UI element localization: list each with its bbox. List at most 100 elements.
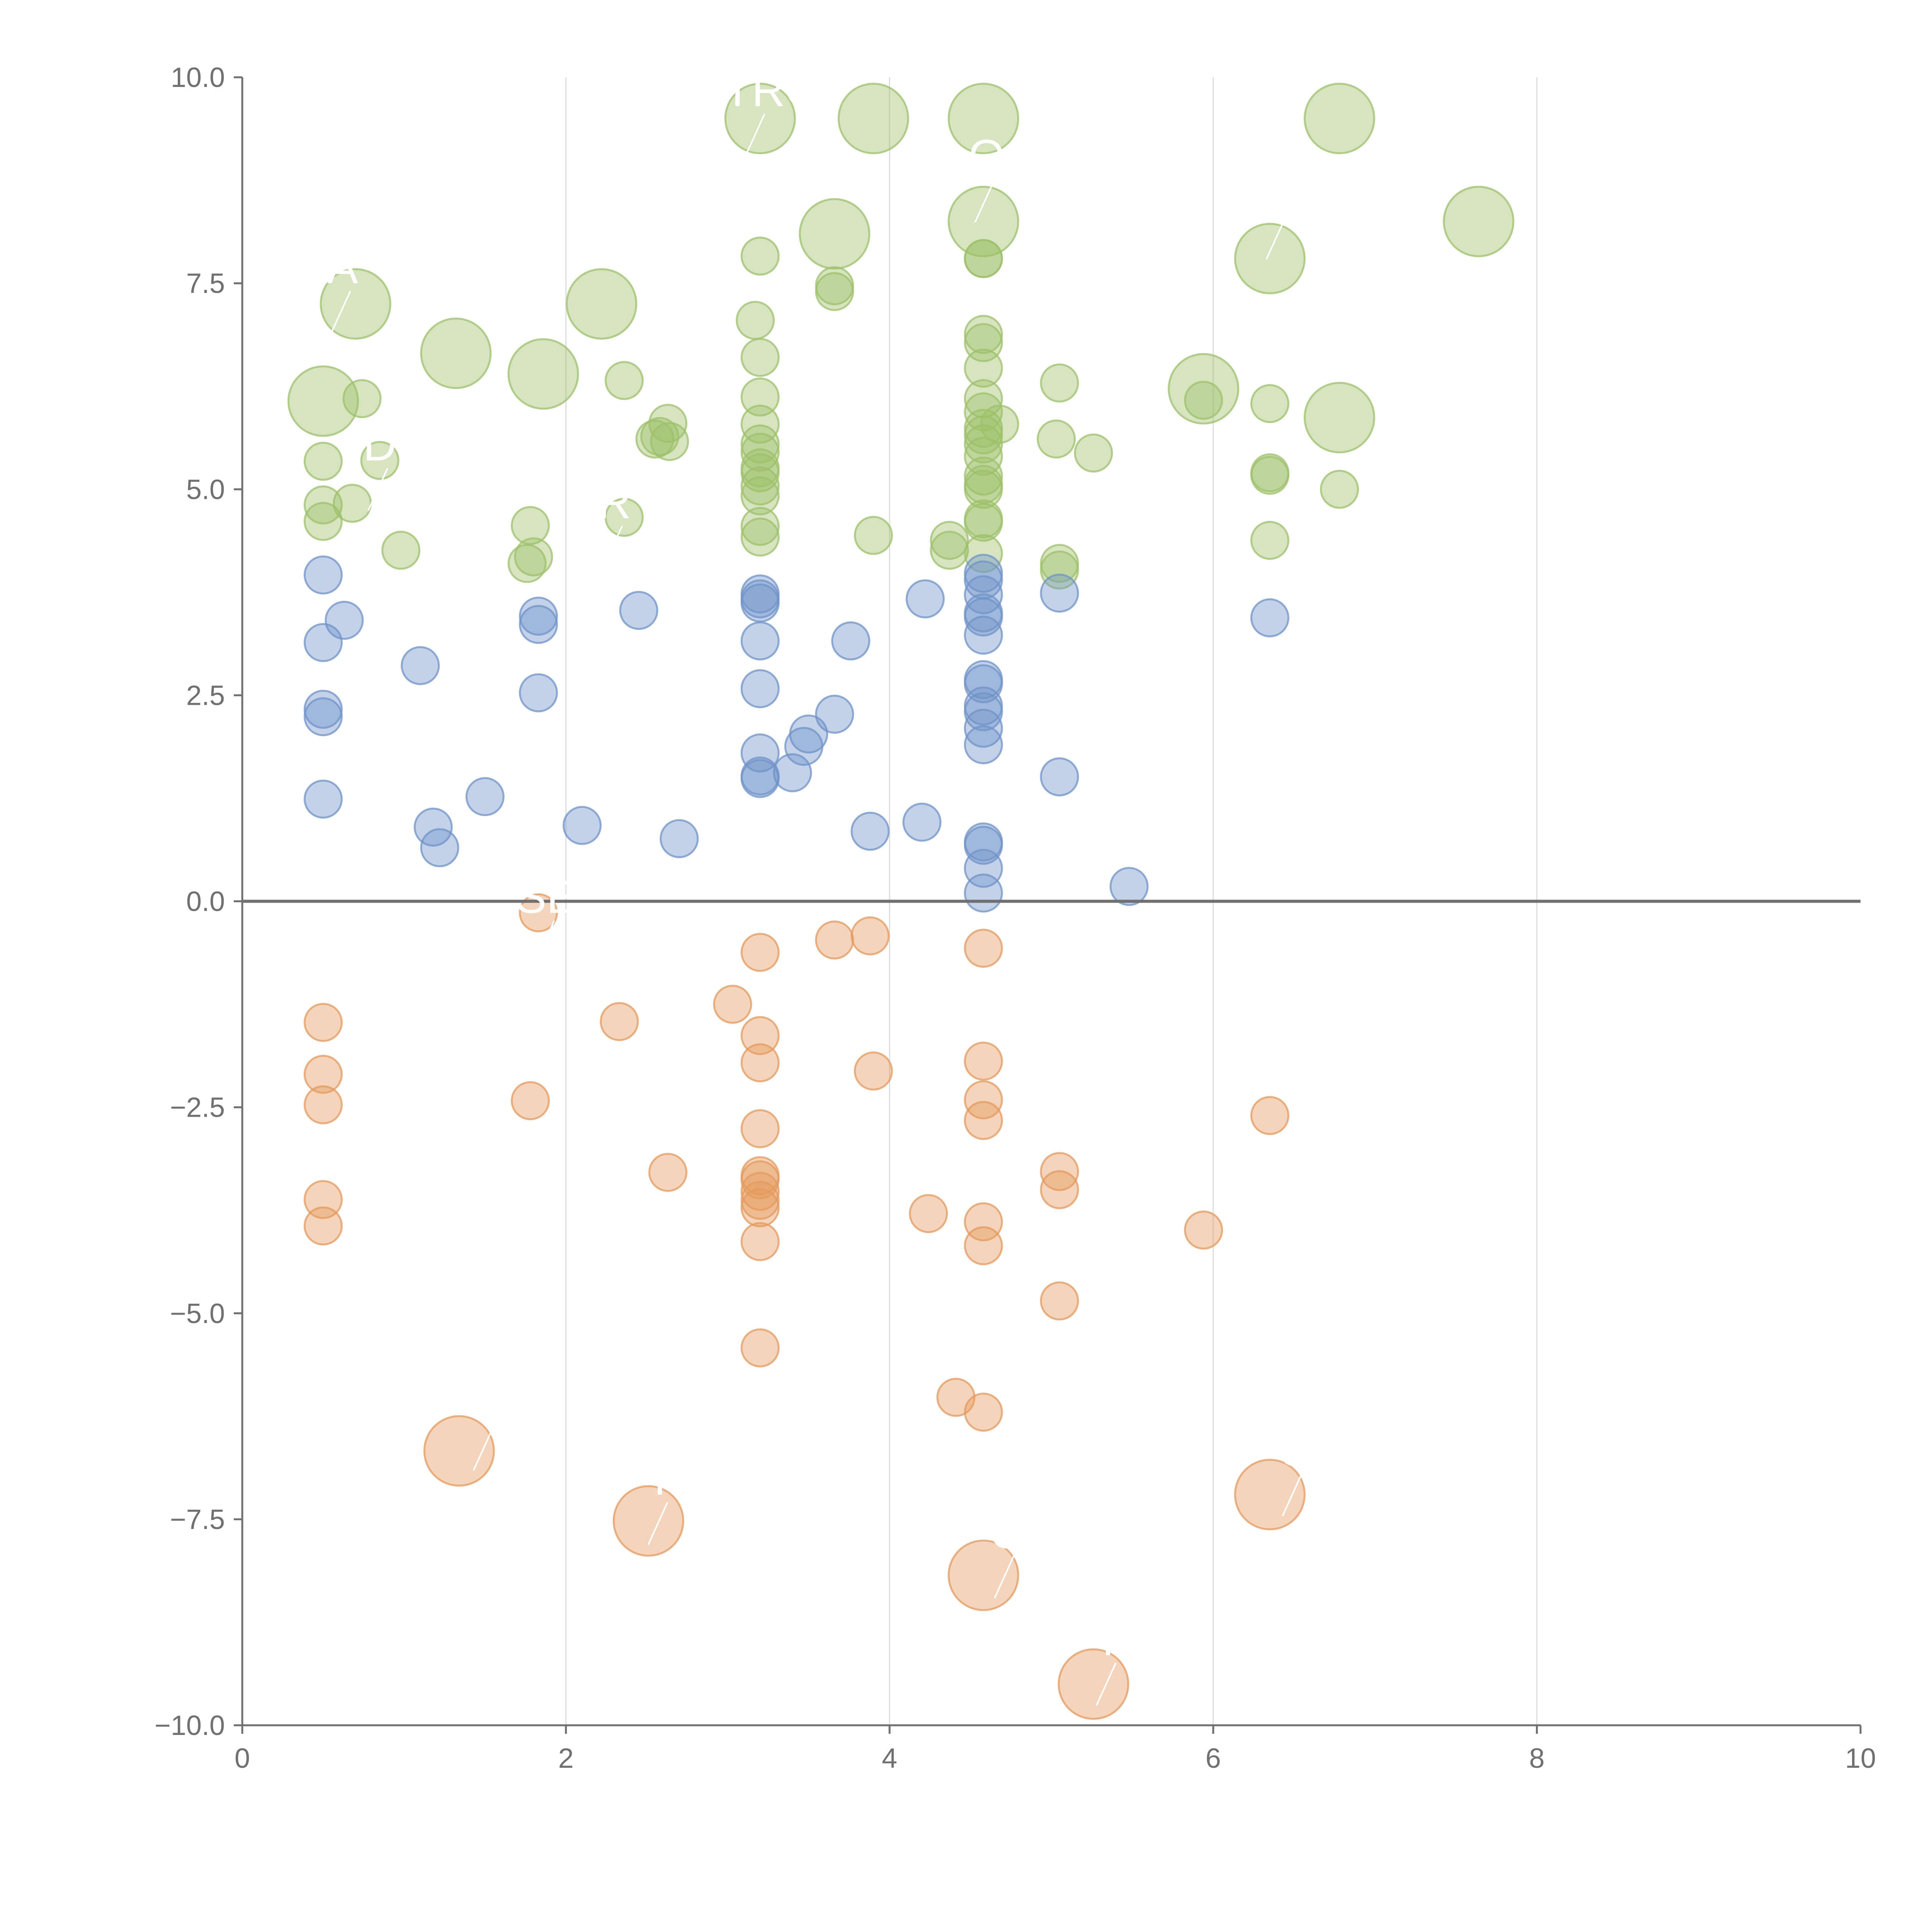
orange-point: [1234, 1459, 1306, 1531]
bubble-label: C: [468, 1379, 502, 1430]
green-point: [507, 338, 579, 410]
bubble-label: C: [1277, 1424, 1311, 1476]
green-point: [420, 317, 492, 389]
bubble-label: I: [653, 1453, 666, 1505]
y-tick-label: 0.0: [186, 886, 225, 917]
blue-point: [1040, 757, 1079, 796]
green-point: [1250, 456, 1289, 495]
orange-point: [612, 1485, 684, 1557]
blue-point: [784, 727, 823, 766]
blue-point: [773, 753, 812, 793]
orange-point: [947, 1539, 1019, 1611]
blue-point: [740, 759, 780, 798]
bubble-label: SE: [515, 871, 577, 923]
green-point: [740, 405, 780, 444]
y-tick-label: 2.5: [186, 680, 225, 711]
green-point: [837, 83, 909, 155]
green-point: [799, 198, 871, 270]
y-tick-label: −2.5: [170, 1092, 225, 1123]
orange-point: [1040, 1170, 1079, 1209]
orange-point: [964, 1080, 1003, 1119]
orange-point: [964, 1041, 1003, 1081]
orange-point: [303, 1206, 343, 1246]
orange-point: [964, 1101, 1003, 1140]
series-blue: [303, 554, 1289, 913]
blue-point: [1250, 598, 1289, 638]
x-tick-label: 0: [235, 1743, 250, 1774]
blue-point: [964, 825, 1003, 865]
label-leader-line: [1095, 1662, 1117, 1706]
orange-point: [740, 1328, 780, 1367]
blue-point: [619, 591, 658, 630]
orange-point: [303, 1054, 343, 1094]
x-tick-label: 4: [882, 1743, 897, 1774]
x-tick-label: 8: [1529, 1743, 1544, 1774]
green-point: [303, 502, 343, 541]
blue-point: [905, 579, 945, 619]
green-point: [854, 516, 893, 555]
green-point: [507, 544, 547, 583]
green-point: [964, 239, 1003, 278]
green-point: [604, 361, 644, 400]
y-tick-label: −5.0: [170, 1298, 225, 1329]
green-point: [964, 392, 1003, 432]
orange-point: [1040, 1281, 1079, 1321]
blue-point: [740, 621, 780, 661]
blue-point: [740, 669, 780, 708]
y-tick-label: −10.0: [155, 1710, 225, 1741]
bubble-labels: VTRO A D R O C SE C I C C I: [327, 65, 1311, 1706]
orange-point: [740, 1172, 780, 1211]
x-tick-label: 10: [1845, 1743, 1876, 1774]
green-point: [1250, 384, 1289, 423]
green-point: [964, 349, 1003, 388]
label-leader-line: [1282, 1473, 1303, 1517]
green-point: [740, 466, 780, 506]
x-tick-label: 2: [558, 1743, 574, 1774]
orange-point: [303, 1085, 343, 1124]
green-point: [1443, 185, 1515, 257]
label-leader-line: [367, 468, 388, 511]
green-point: [303, 442, 343, 481]
orange-point: [815, 920, 854, 960]
orange-point: [740, 933, 780, 972]
green-point: [740, 377, 780, 417]
blue-point: [303, 697, 343, 736]
blue-point: [519, 673, 558, 713]
y-tick-label: 5.0: [186, 474, 225, 505]
blue-point: [902, 803, 942, 842]
orange-point: [423, 1415, 495, 1487]
orange-point: [740, 1222, 780, 1261]
label-leader-line: [993, 1555, 1015, 1599]
orange-point: [964, 1202, 1003, 1242]
green-point: [1303, 382, 1375, 454]
series-green: [287, 83, 1515, 590]
blue-point: [420, 828, 459, 867]
label-leader-line: [534, 920, 555, 964]
blue-point: [1109, 867, 1149, 906]
green-point: [342, 379, 382, 418]
y-tick-label: 7.5: [186, 268, 225, 299]
blue-point: [519, 597, 558, 636]
blue-point: [303, 779, 343, 819]
blue-point: [740, 583, 780, 623]
green-point: [1303, 83, 1375, 155]
green-point: [964, 437, 1003, 476]
blue-point: [964, 664, 1003, 704]
green-point: [964, 415, 1003, 455]
blue-point: [964, 692, 1003, 731]
green-point: [740, 424, 780, 464]
blue-point: [303, 623, 343, 662]
bubble-label: O: [969, 130, 1005, 182]
green-point: [1037, 419, 1076, 459]
orange-point: [519, 893, 558, 932]
green-point: [736, 301, 775, 340]
orange-point: [909, 1194, 948, 1233]
blue-point: [660, 819, 699, 858]
green-point: [514, 537, 553, 577]
green-point: [947, 83, 1019, 155]
blue-point: [401, 646, 440, 685]
blue-point: [964, 616, 1003, 655]
green-point: [964, 469, 1003, 509]
green-point: [360, 441, 400, 480]
